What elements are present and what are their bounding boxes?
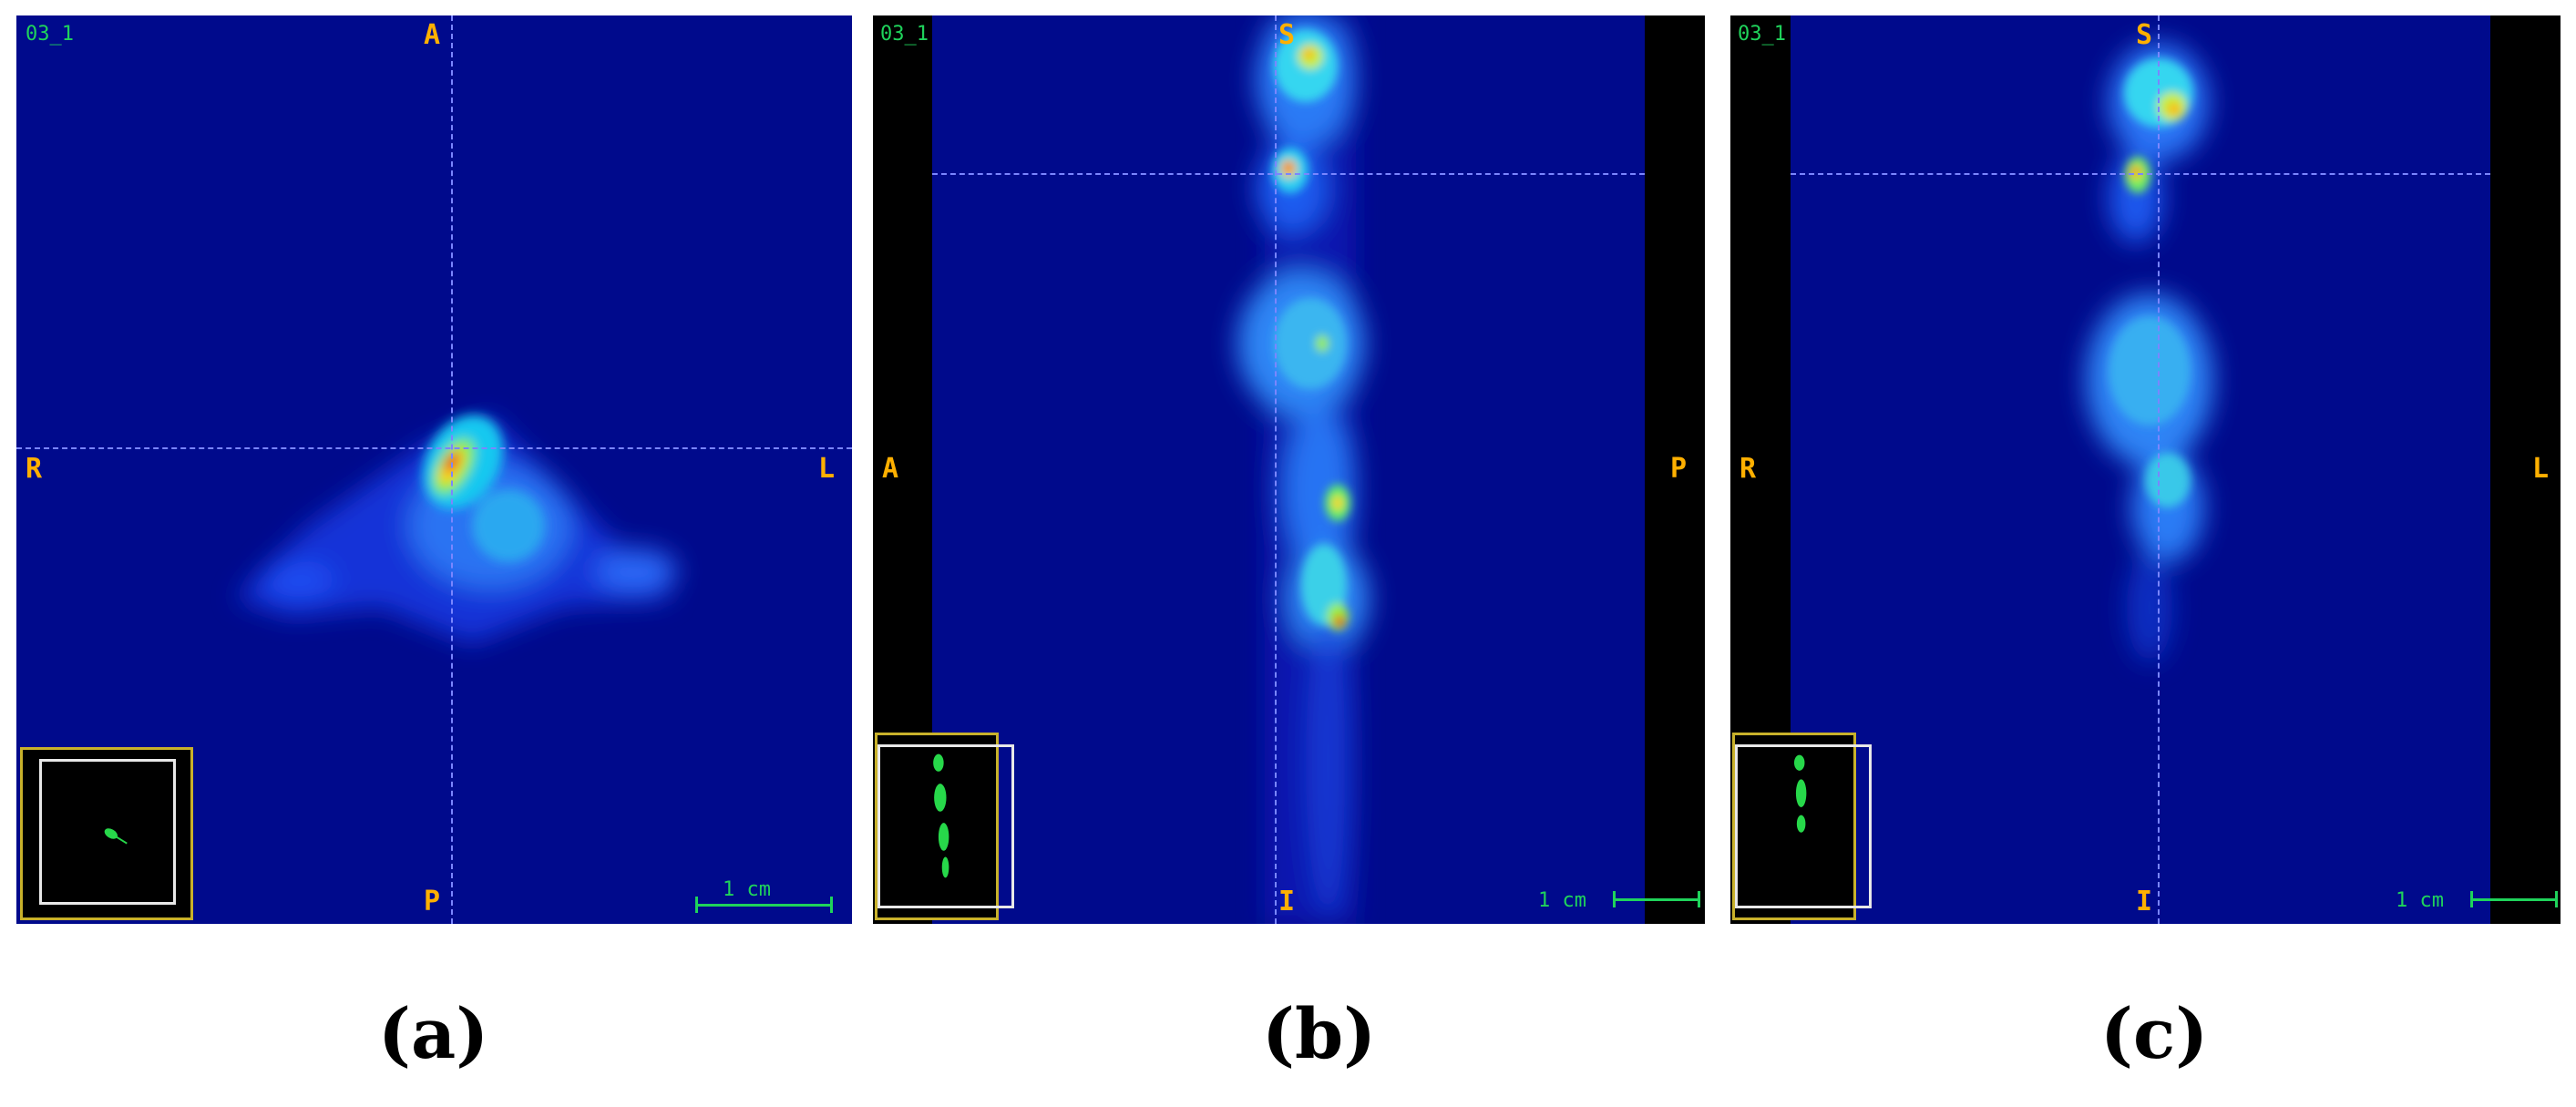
inset-view-frame <box>39 759 176 905</box>
panel-caption-a: (a) <box>378 993 489 1074</box>
orientation-left: A <box>882 453 899 485</box>
scale-bar-icon: 1 cm <box>695 878 841 913</box>
scale-bar-label: 1 cm <box>2396 889 2444 912</box>
crosshair-vertical[interactable] <box>1275 15 1277 924</box>
series-label: 03_1 <box>26 23 74 46</box>
orientation-top: A <box>424 19 441 51</box>
scale-bar-tick-right <box>2555 891 2558 907</box>
locator-inset-icon[interactable] <box>1732 733 1872 920</box>
crosshair-horizontal[interactable] <box>1791 173 2490 175</box>
orientation-bottom: I <box>1278 886 1296 917</box>
orientation-right: L <box>2532 453 2550 485</box>
orientation-left: R <box>1740 453 1757 485</box>
inset-thumbnail <box>933 753 949 878</box>
orientation-bottom: I <box>2136 886 2153 917</box>
locator-inset-icon[interactable] <box>20 747 193 920</box>
scale-bar-tick-right <box>830 897 833 913</box>
panel-caption-b: (b) <box>1262 993 1377 1074</box>
orientation-right: L <box>818 453 836 485</box>
inset-view-frame <box>1735 744 1872 908</box>
right-padding-bar <box>2490 15 2561 924</box>
scale-bar-tick-left <box>2470 891 2473 907</box>
inset-thumbnail <box>1794 754 1807 833</box>
orientation-right: P <box>1670 453 1688 485</box>
viewer-panel-b[interactable]: 03_1 S I A P 1 cm <box>873 15 1705 924</box>
scale-bar-line <box>1613 898 1699 901</box>
series-label: 03_1 <box>880 23 929 46</box>
orientation-top: S <box>1278 19 1296 51</box>
crosshair-horizontal[interactable] <box>16 447 852 449</box>
panel-caption-c: (c) <box>2100 993 2209 1074</box>
orientation-left: R <box>26 453 43 485</box>
viewer-panel-c[interactable]: 03_1 S I R L 1 cm <box>1730 15 2561 924</box>
axial-scan-image <box>235 415 677 644</box>
scale-bar-tick-left <box>1613 891 1616 907</box>
scale-bar-icon: 1 cm <box>2396 886 2560 913</box>
inset-view-frame <box>877 744 1014 908</box>
scale-bar-label: 1 cm <box>723 878 771 901</box>
coronal-scan-image <box>2086 43 2213 662</box>
scale-bar-tick-left <box>695 897 698 913</box>
crosshair-vertical[interactable] <box>2158 15 2160 924</box>
locator-inset-icon[interactable] <box>875 733 1014 920</box>
crosshair-horizontal[interactable] <box>932 173 1645 175</box>
scale-bar-label: 1 cm <box>1538 889 1586 912</box>
series-label: 03_1 <box>1738 23 1786 46</box>
crosshair-vertical[interactable] <box>451 15 453 924</box>
scale-bar-tick-right <box>1698 891 1700 907</box>
right-padding-bar <box>1645 15 1705 924</box>
orientation-bottom: P <box>424 886 441 917</box>
scale-bar-line <box>2470 898 2557 901</box>
viewer-panel-a[interactable]: 03_1 A P R L 1 cm <box>16 15 852 924</box>
scale-bar-icon: 1 cm <box>1538 886 1702 913</box>
scale-bar-line <box>695 904 832 907</box>
inset-thumbnail <box>104 828 128 845</box>
orientation-top: S <box>2136 19 2153 51</box>
sagittal-scan-image <box>1237 15 1370 924</box>
